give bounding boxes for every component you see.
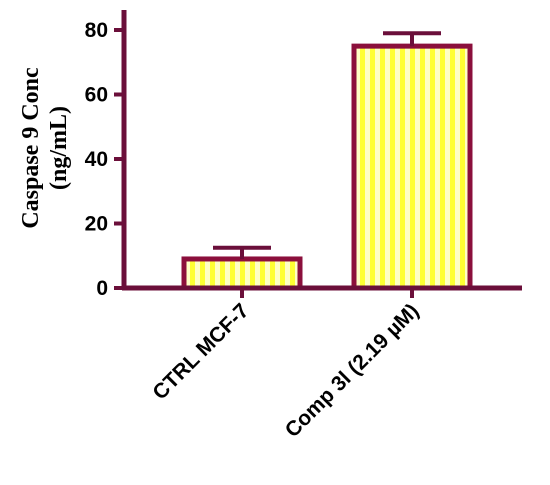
x-category-label: Comp 3l (2.19 µM) [281, 299, 424, 442]
error-bars-group [213, 31, 441, 259]
y-axis-label-line1: Caspase 9 Conc [18, 67, 44, 229]
x-category-label: CTRL MCF-7 [148, 299, 253, 404]
y-ticks-group: 0 20 40 60 80 [85, 19, 124, 300]
bars-group [181, 43, 473, 291]
y-tick-label: 20 [85, 213, 108, 236]
y-tick-label: 60 [85, 84, 108, 107]
y-tick-label: 80 [85, 19, 108, 42]
bar-ctrl-mcf-7 [181, 256, 303, 291]
y-tick-label: 0 [96, 277, 108, 300]
y-tick-label: 40 [85, 148, 108, 171]
x-ticks-group: CTRL MCF-7 Comp 3l (2.19 µM) [148, 288, 424, 442]
bar-comp-3l [351, 43, 473, 291]
y-axis-label-line2: (ng/mL) [46, 106, 72, 190]
y-axis-label: Caspase 9 Conc (ng/mL) [18, 67, 72, 229]
